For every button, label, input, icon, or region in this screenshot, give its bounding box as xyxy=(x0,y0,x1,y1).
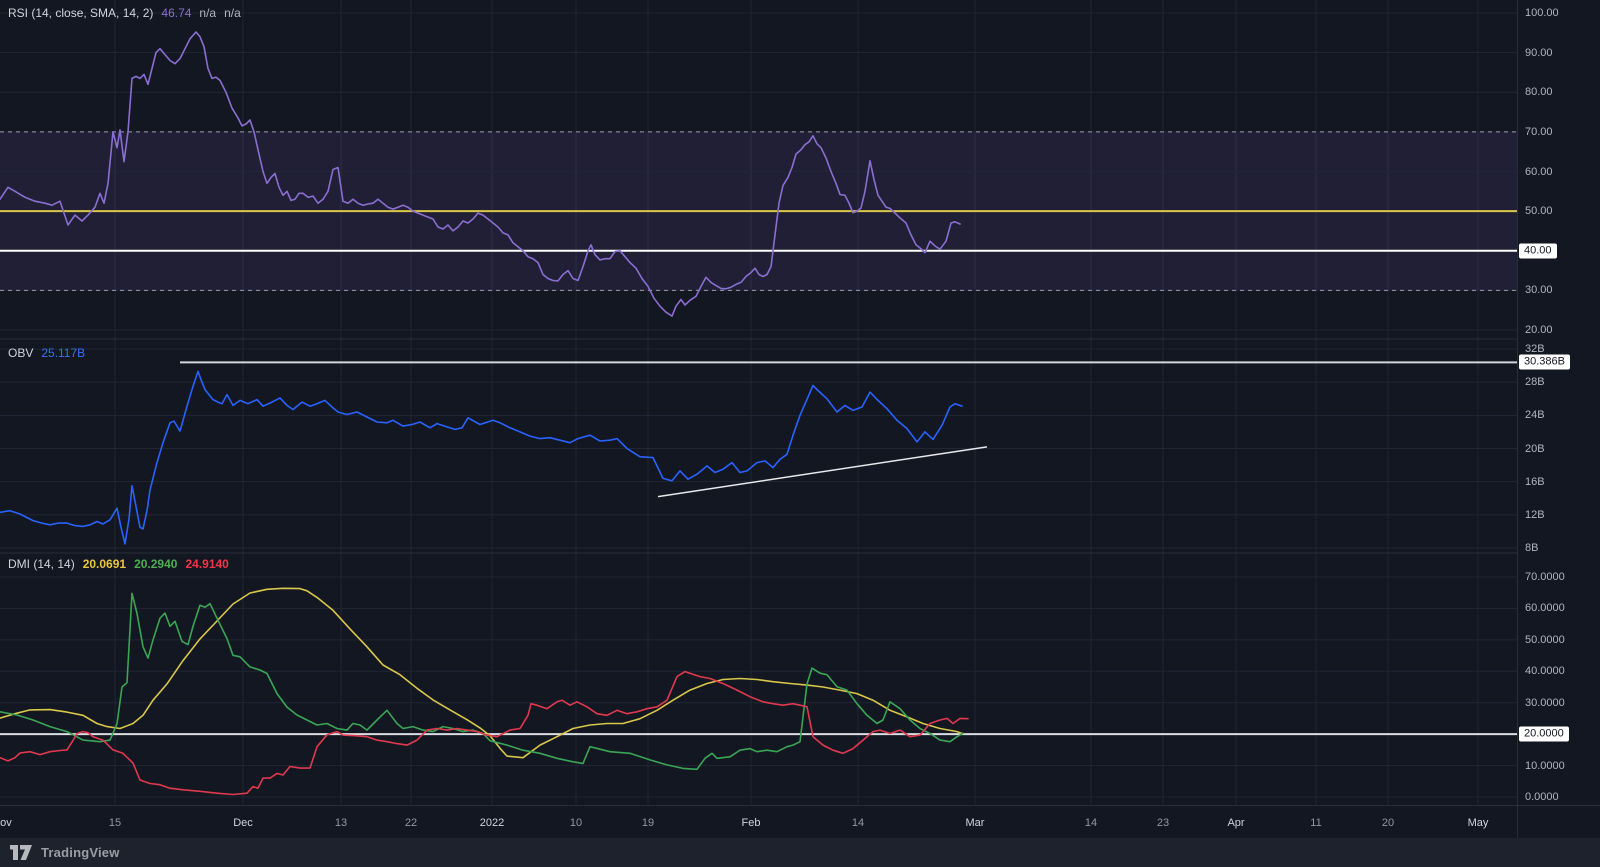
dmi-axis-label: 30.0000 xyxy=(1525,696,1565,709)
dmi-axis-label: 0.0000 xyxy=(1525,791,1559,803)
series-rsi[interactable] xyxy=(0,31,961,317)
obv-legend-value: 25.117B xyxy=(41,346,86,360)
time-tick-label: 19 xyxy=(641,816,655,829)
tradingview-brand[interactable]: TradingView xyxy=(41,845,120,860)
rsi-legend: RSI (14, close, SMA, 14, 2) 46.74 n/a n/… xyxy=(8,6,241,20)
series--di[interactable] xyxy=(0,670,969,796)
obv-legend-title[interactable]: OBV xyxy=(8,346,34,360)
dmi-legend-title[interactable]: DMI (14, 14) xyxy=(8,557,75,571)
rsi-legend-na-2: n/a xyxy=(224,6,241,20)
time-tick-label: 14 xyxy=(851,816,865,829)
time-tick-label: 22 xyxy=(404,816,418,829)
rsi-legend-na-1: n/a xyxy=(199,6,217,20)
rsi-axis-label: 90.00 xyxy=(1525,46,1553,59)
obv-axis-label: 8B xyxy=(1525,542,1539,554)
time-tick-label: 11 xyxy=(1310,816,1322,829)
dmi-axis-price-badge: 20.0000 xyxy=(1519,726,1569,742)
rsi-axis-label: 50.00 xyxy=(1525,205,1553,218)
time-tick-label: Dec xyxy=(233,816,253,829)
dmi-axis-label: 70.0000 xyxy=(1525,571,1565,583)
obv-axis-label: 16B xyxy=(1525,475,1545,488)
obv-trendline[interactable] xyxy=(657,446,988,498)
time-tick-label: 23 xyxy=(1156,816,1170,829)
time-tick-label: Mar xyxy=(965,816,985,829)
obv-axis-label: 28B xyxy=(1525,376,1545,389)
rsi-axis-label: 30.00 xyxy=(1525,284,1553,297)
dmi-legend-adx-value: 20.0691 xyxy=(82,557,127,571)
obv-axis-label: 24B xyxy=(1525,409,1545,422)
dmi-legend-minus-di-value: 24.9140 xyxy=(185,557,229,571)
time-tick-label: May xyxy=(1467,816,1489,829)
series-+di[interactable] xyxy=(0,592,964,771)
series-obv[interactable] xyxy=(0,370,963,545)
obv-axis-price-badge: 30.386B xyxy=(1519,354,1570,370)
rsi-axis-label: 80.00 xyxy=(1525,86,1553,99)
time-tick-label: 20 xyxy=(1381,816,1395,829)
rsi-axis-label: 20.00 xyxy=(1525,324,1553,336)
rsi-axis-label: 60.00 xyxy=(1525,165,1553,178)
footer-bar: TradingView xyxy=(0,838,1600,867)
chart-canvas[interactable] xyxy=(0,0,1517,805)
time-tick-label: Feb xyxy=(741,816,761,829)
time-tick-label: Apr xyxy=(1227,816,1245,829)
dmi-axis-label: 50.0000 xyxy=(1525,633,1565,646)
obv-legend: OBV 25.117B xyxy=(8,346,85,360)
rsi-legend-title[interactable]: RSI (14, close, SMA, 14, 2) xyxy=(8,6,154,20)
dmi-axis-label: 60.0000 xyxy=(1525,602,1565,615)
time-tick-label: 15 xyxy=(108,816,122,829)
axis-corner xyxy=(1517,805,1600,839)
time-tick-label: Nov xyxy=(0,816,12,829)
rsi-axis-price-badge: 40.00 xyxy=(1519,243,1557,259)
rsi-legend-value: 46.74 xyxy=(161,6,192,20)
obv-axis-label: 12B xyxy=(1525,508,1545,521)
rsi-axis-label: 100.00 xyxy=(1525,7,1559,19)
dmi-legend: DMI (14, 14) 20.0691 20.2940 24.9140 xyxy=(8,557,229,571)
obv-axis-label: 20B xyxy=(1525,442,1545,455)
time-tick-label: 13 xyxy=(334,816,348,829)
time-tick-label: 10 xyxy=(569,816,583,829)
rsi-axis-label: 70.00 xyxy=(1525,125,1553,138)
dmi-legend-plus-di-value: 20.2940 xyxy=(134,557,178,571)
obv-axis-label: 32B xyxy=(1525,343,1545,355)
dmi-axis-label: 10.0000 xyxy=(1525,759,1565,772)
time-axis[interactable]: Nov 15 Dec 13 22 2022 10 19 Feb 14 Mar 14 23 Apr 11 20 M… xyxy=(0,805,1517,839)
tradingview-logo-icon[interactable] xyxy=(10,845,32,860)
price-axis[interactable]: 100.00 90.00 80.00 70.00 60.00 50.00 30.00 20.0… xyxy=(1517,0,1600,805)
time-tick-label: 2022 xyxy=(479,816,505,829)
time-tick-label: 14 xyxy=(1084,816,1098,829)
dmi-axis-label: 40.0000 xyxy=(1525,665,1565,678)
series-adx[interactable] xyxy=(0,587,964,759)
